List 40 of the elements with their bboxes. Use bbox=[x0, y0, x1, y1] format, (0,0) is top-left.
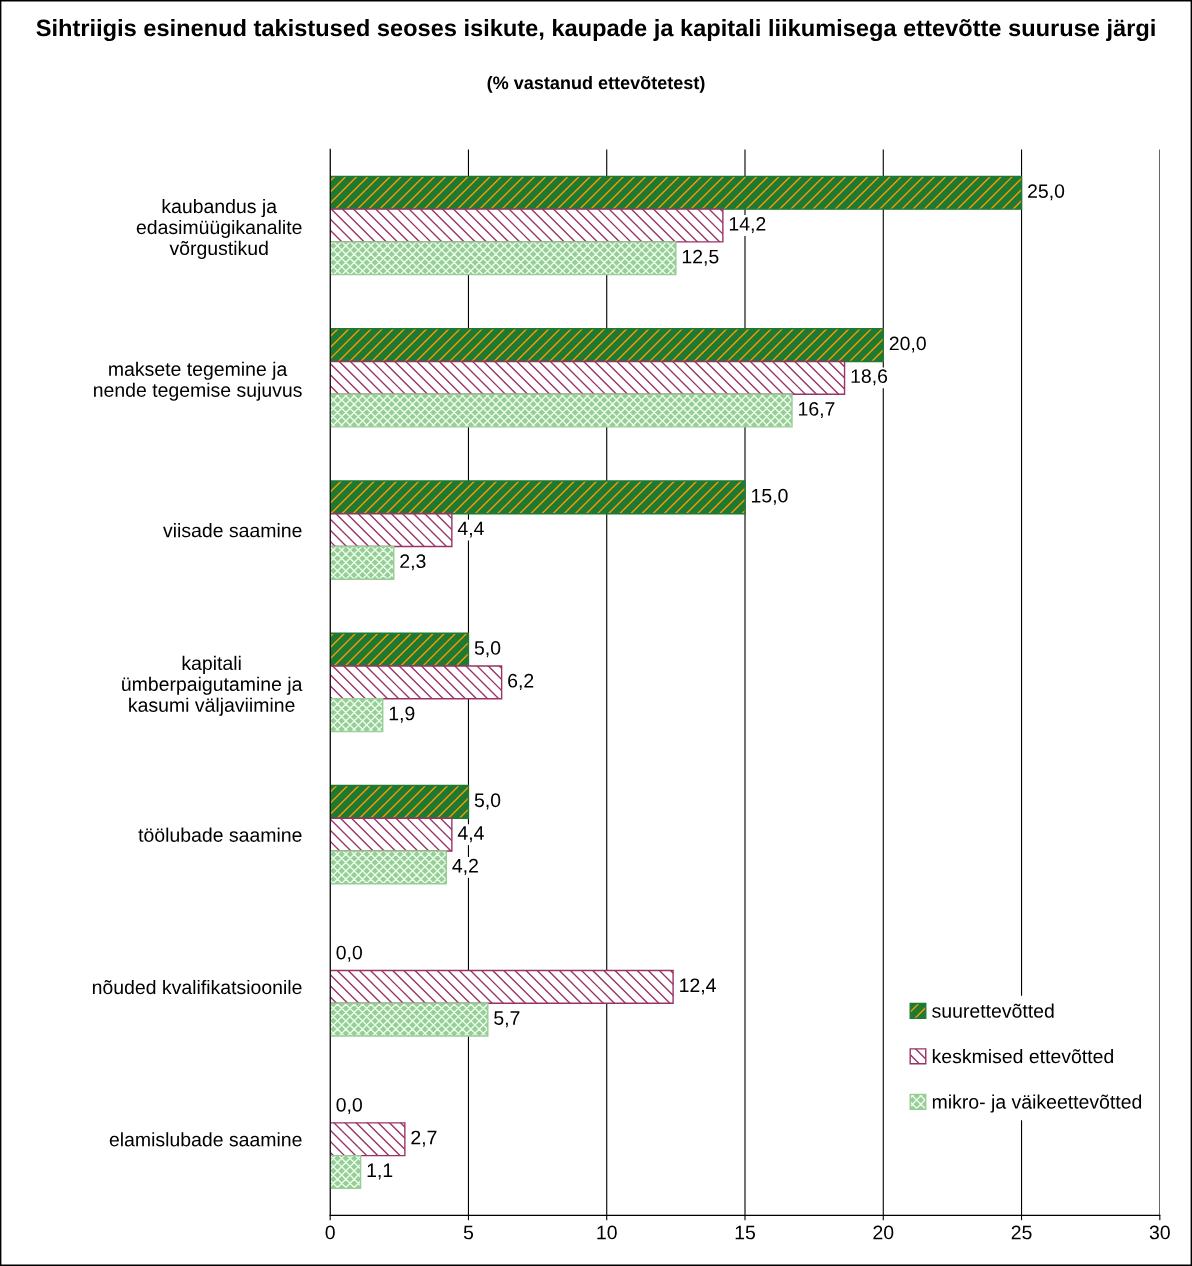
data-label: 25,0 bbox=[1028, 184, 1065, 201]
x-tick-label: 5 bbox=[463, 1225, 474, 1240]
y-tick-label: elamislubade saamine bbox=[109, 1132, 302, 1147]
data-label: 14,2 bbox=[729, 216, 766, 234]
y-tick-label: nõuded kvalifikatsioonile bbox=[92, 979, 302, 995]
data-label: 4,2 bbox=[452, 858, 478, 875]
data-label: 12,5 bbox=[682, 249, 719, 266]
data-label: 12,4 bbox=[680, 978, 716, 995]
y-tick-label: kapitali ümberpaigutamine ja kasumi väljaviimine bbox=[122, 655, 303, 716]
data-label: 2,7 bbox=[411, 1130, 437, 1147]
data-label: 1,1 bbox=[367, 1163, 393, 1180]
data-label: 6,2 bbox=[508, 673, 534, 690]
x-tick-label: 15 bbox=[735, 1225, 755, 1240]
x-tick-label: 25 bbox=[1011, 1225, 1032, 1240]
data-label: 20,0 bbox=[889, 336, 926, 353]
y-tick-label: maksete tegemine ja nende tegemise sujuvus bbox=[94, 361, 302, 401]
chart-title: Sihtriigis esinenud takistused seoses isikute, kaupade ja kapitali liikumisega ettevõtte suuruse järgi bbox=[36, 18, 1155, 42]
x-tick-label: 0 bbox=[325, 1225, 335, 1240]
x-tick-label: 30 bbox=[1149, 1225, 1170, 1240]
data-label: 16,7 bbox=[799, 402, 835, 419]
data-label: 5,0 bbox=[474, 793, 501, 810]
y-tick-label: viisade saamine bbox=[163, 523, 302, 538]
legend-label: keskmised ettevõtted bbox=[932, 1049, 1113, 1064]
legend-label: mikro- ja väikeettevõtted bbox=[932, 1094, 1142, 1113]
x-tick-label: 20 bbox=[873, 1225, 894, 1240]
data-label: 15,0 bbox=[752, 488, 788, 505]
data-label: 0,0 bbox=[336, 945, 362, 962]
data-label: 4,4 bbox=[457, 826, 484, 843]
data-label: 0,0 bbox=[336, 1097, 362, 1114]
data-label: 5,7 bbox=[494, 1011, 520, 1028]
data-label: 5,0 bbox=[474, 641, 501, 658]
chart-subtitle: (% vastanud ettevõtetest) bbox=[487, 75, 705, 93]
legend-label: suurettevõtted bbox=[932, 1003, 1054, 1018]
y-tick-label: töölubade saamine bbox=[138, 827, 302, 842]
data-label: 4,4 bbox=[457, 521, 484, 538]
data-label: 2,3 bbox=[400, 554, 426, 571]
data-label: 18,6 bbox=[851, 369, 888, 386]
y-tick-label: kaubandus ja edasimüügikanalite võrgustikud bbox=[136, 198, 302, 259]
data-label: 1,9 bbox=[389, 706, 415, 723]
x-tick-label: 10 bbox=[597, 1225, 617, 1240]
